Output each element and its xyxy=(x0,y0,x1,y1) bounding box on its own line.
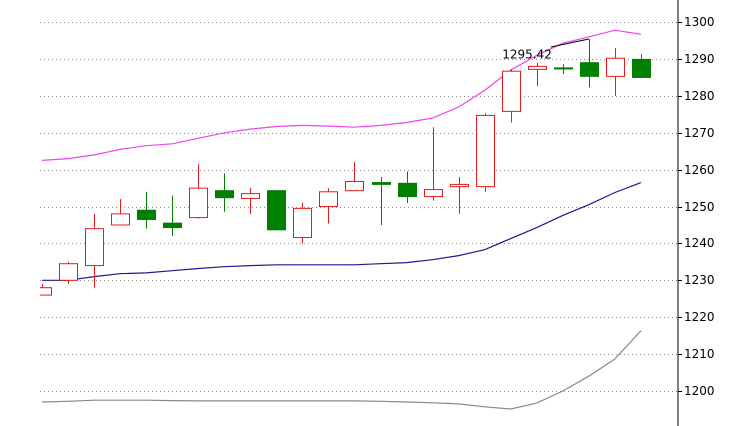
y-tick-label: 1300 xyxy=(684,15,715,29)
candle-body xyxy=(85,228,104,267)
y-tick-label: 1260 xyxy=(684,163,715,177)
candle-body xyxy=(59,263,78,281)
candle-body xyxy=(189,187,208,219)
candle-body xyxy=(528,65,547,70)
candle-body xyxy=(554,67,573,70)
candle-body xyxy=(163,222,182,229)
candle-body xyxy=(293,207,312,239)
plot-area: 1295.42 xyxy=(40,29,651,410)
y-tick-label: 1290 xyxy=(684,52,715,66)
indicator-line xyxy=(41,330,642,410)
axis-labels: 1200 1210 1220 1230 1240 1250 1260 1270 1280 1290… xyxy=(678,15,715,398)
candle-body xyxy=(137,209,156,220)
candle-body xyxy=(632,58,651,78)
candle-body xyxy=(241,193,260,199)
candle-body xyxy=(215,190,234,199)
indicator-line xyxy=(42,182,642,281)
y-tick-label: 1200 xyxy=(684,384,715,398)
y-tick-label: 1240 xyxy=(684,236,715,250)
y-tick-label: 1210 xyxy=(684,347,715,361)
candle-body xyxy=(398,182,417,198)
candle-body xyxy=(345,180,364,192)
candle-body xyxy=(319,191,338,208)
candle-body xyxy=(267,190,286,231)
candle-body xyxy=(606,57,625,77)
candle-body xyxy=(40,287,52,296)
y-tick-label: 1220 xyxy=(684,310,715,324)
y-tick-label: 1250 xyxy=(684,200,715,214)
candle-body xyxy=(476,114,495,188)
candle-body xyxy=(580,62,599,77)
candle-body xyxy=(372,182,391,185)
candle-body xyxy=(424,189,443,198)
annotation-line xyxy=(550,38,589,48)
y-tick-label: 1270 xyxy=(684,126,715,140)
candle-body xyxy=(502,70,521,112)
candle-body xyxy=(450,183,469,188)
y-tick-label: 1230 xyxy=(684,273,715,287)
candle-body xyxy=(111,213,130,226)
y-tick-label: 1280 xyxy=(684,89,715,103)
indicator-line xyxy=(41,29,641,161)
annotation-label: 1295.42 xyxy=(502,48,552,62)
